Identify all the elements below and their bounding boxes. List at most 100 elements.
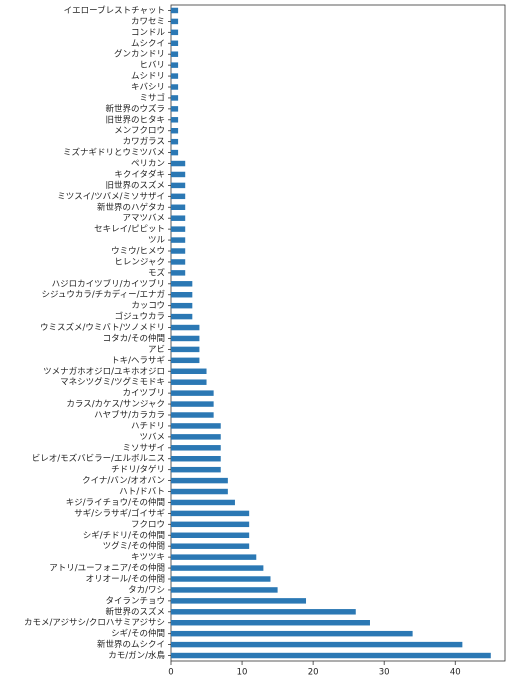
- x-tick-label: 30: [379, 668, 390, 678]
- bar: [171, 62, 179, 68]
- x-tick-label: 20: [308, 668, 319, 678]
- y-tick-label: カモ/ガン/水鳥: [108, 650, 165, 661]
- y-tick-label: オリオール/その仲間: [86, 574, 165, 585]
- y-tick-label: カイツブリ: [122, 388, 165, 399]
- bar: [171, 630, 413, 637]
- y-tick-label: グンカンドリ: [114, 49, 165, 60]
- y-tick-label: カワセミ: [131, 17, 165, 27]
- bar: [171, 204, 186, 210]
- bar: [171, 412, 214, 418]
- y-tick-label: ムシドリ: [131, 72, 165, 82]
- bar: [171, 587, 278, 593]
- y-tick-label: 新世界のスズメ: [105, 606, 165, 617]
- bar: [171, 182, 186, 189]
- y-tick-label: ミサゴ: [139, 92, 165, 103]
- bar: [171, 237, 186, 243]
- bar: [171, 477, 228, 484]
- bar: [171, 106, 179, 112]
- bar: [171, 565, 264, 571]
- y-tick-label: モズ: [148, 267, 166, 278]
- bar: [171, 488, 228, 495]
- bar: [171, 138, 179, 145]
- y-tick-label: シギ/チドリ/その仲間: [83, 530, 165, 541]
- y-tick-label: マネシツグミ/ツグミモドキ: [60, 377, 165, 388]
- y-tick-label: シギ/その仲間: [111, 628, 165, 639]
- bar: [171, 51, 179, 57]
- bar: [171, 652, 491, 659]
- x-tick-label: 40: [450, 668, 461, 678]
- y-tick-label: カッコウ: [131, 301, 165, 311]
- bar: [171, 335, 200, 342]
- bar: [171, 510, 250, 517]
- bar: [171, 324, 200, 331]
- y-tick-label: ハヤブサ/カラカラ: [94, 410, 165, 421]
- bar: [171, 456, 221, 462]
- y-tick-label: ビレオ/モズバビラー/エルボルニス: [32, 453, 165, 464]
- bar: [171, 401, 214, 407]
- y-tick-label: ミソサザイ: [122, 443, 165, 453]
- bar: [171, 346, 200, 353]
- y-tick-label: キツツキ: [131, 553, 165, 563]
- y-tick-label: チドリ/タゲリ: [111, 464, 165, 475]
- bar: [171, 270, 186, 276]
- bar: [171, 554, 257, 560]
- y-tick-label: ハジロカイツブリ/カイツブリ: [52, 278, 165, 289]
- plot-frame: [170, 4, 506, 662]
- bar: [171, 390, 214, 396]
- y-tick-label: タカ/ワシ: [128, 585, 165, 595]
- y-tick-label: シジュウカラ/チカディー/エナガ: [41, 289, 165, 300]
- x-tick-label: 0: [168, 668, 173, 678]
- bar: [171, 128, 179, 134]
- bar: [171, 292, 193, 298]
- bar: [171, 499, 235, 506]
- bar: [171, 281, 193, 287]
- y-tick-label: フクロウ: [131, 520, 165, 530]
- y-tick-label: トキ/ヘラサギ: [111, 356, 165, 366]
- y-tick-label: カワガラス: [123, 136, 165, 147]
- y-tick-label: キクイタダキ: [114, 169, 165, 180]
- y-tick-label: カラス/カケス/サンジャク: [66, 400, 165, 410]
- y-tick-label: ウミスズメ/ウミバト/ツノメドリ: [40, 322, 165, 333]
- y-tick-label: ミツスイ/ツバメ/ミソサザイ: [57, 192, 165, 202]
- bar: [171, 313, 193, 320]
- bar: [171, 368, 207, 374]
- bar: [171, 259, 186, 265]
- bar: [171, 84, 179, 90]
- bar: [171, 521, 250, 528]
- y-tick-label: ハチドリ: [131, 421, 165, 431]
- y-tick-label: ゴジュウカラ: [115, 311, 165, 322]
- bar: [171, 95, 179, 101]
- y-tick-label: サギ/シラサギ/ゴイサギ: [74, 508, 165, 519]
- bar: [171, 40, 179, 46]
- y-tick-label: セキレイ/ピピット: [94, 225, 165, 235]
- y-tick-label: タイランチョウ: [105, 596, 165, 606]
- y-tick-label: コンドル: [131, 28, 166, 38]
- y-tick-label: ミズナギドリとウミツバメ: [63, 147, 165, 158]
- bar: [171, 29, 179, 36]
- y-tick-label: ツバメ: [139, 432, 165, 442]
- bar: [171, 7, 179, 14]
- bar: [171, 160, 186, 167]
- y-tick-label: 旧世界のスズメ: [105, 180, 165, 191]
- y-tick-label: 新世界のハゲタカ: [97, 202, 165, 213]
- bar: [171, 18, 179, 25]
- bar: [171, 609, 356, 615]
- bar: [171, 248, 186, 254]
- bar: [171, 117, 179, 123]
- bar: [171, 620, 370, 626]
- y-tick-label: ムシクイ: [131, 39, 165, 49]
- y-tick-label: ヒレンジャク: [114, 257, 165, 267]
- bar: [171, 598, 307, 604]
- bar: [171, 171, 186, 178]
- bar: [171, 226, 186, 232]
- bar: [171, 193, 186, 200]
- bar: [171, 532, 250, 538]
- y-tick-label: メンフクロウ: [114, 126, 165, 136]
- y-tick-label: 旧世界のヒタキ: [105, 114, 165, 125]
- y-tick-label: クイナ/バン/オオバン: [82, 476, 165, 486]
- y-tick-label: アトリ/ユーフォニア/その仲間: [49, 563, 165, 574]
- bar: [171, 357, 200, 364]
- y-tick-label: アマツバメ: [122, 214, 165, 224]
- y-tick-label: アビ: [148, 345, 165, 355]
